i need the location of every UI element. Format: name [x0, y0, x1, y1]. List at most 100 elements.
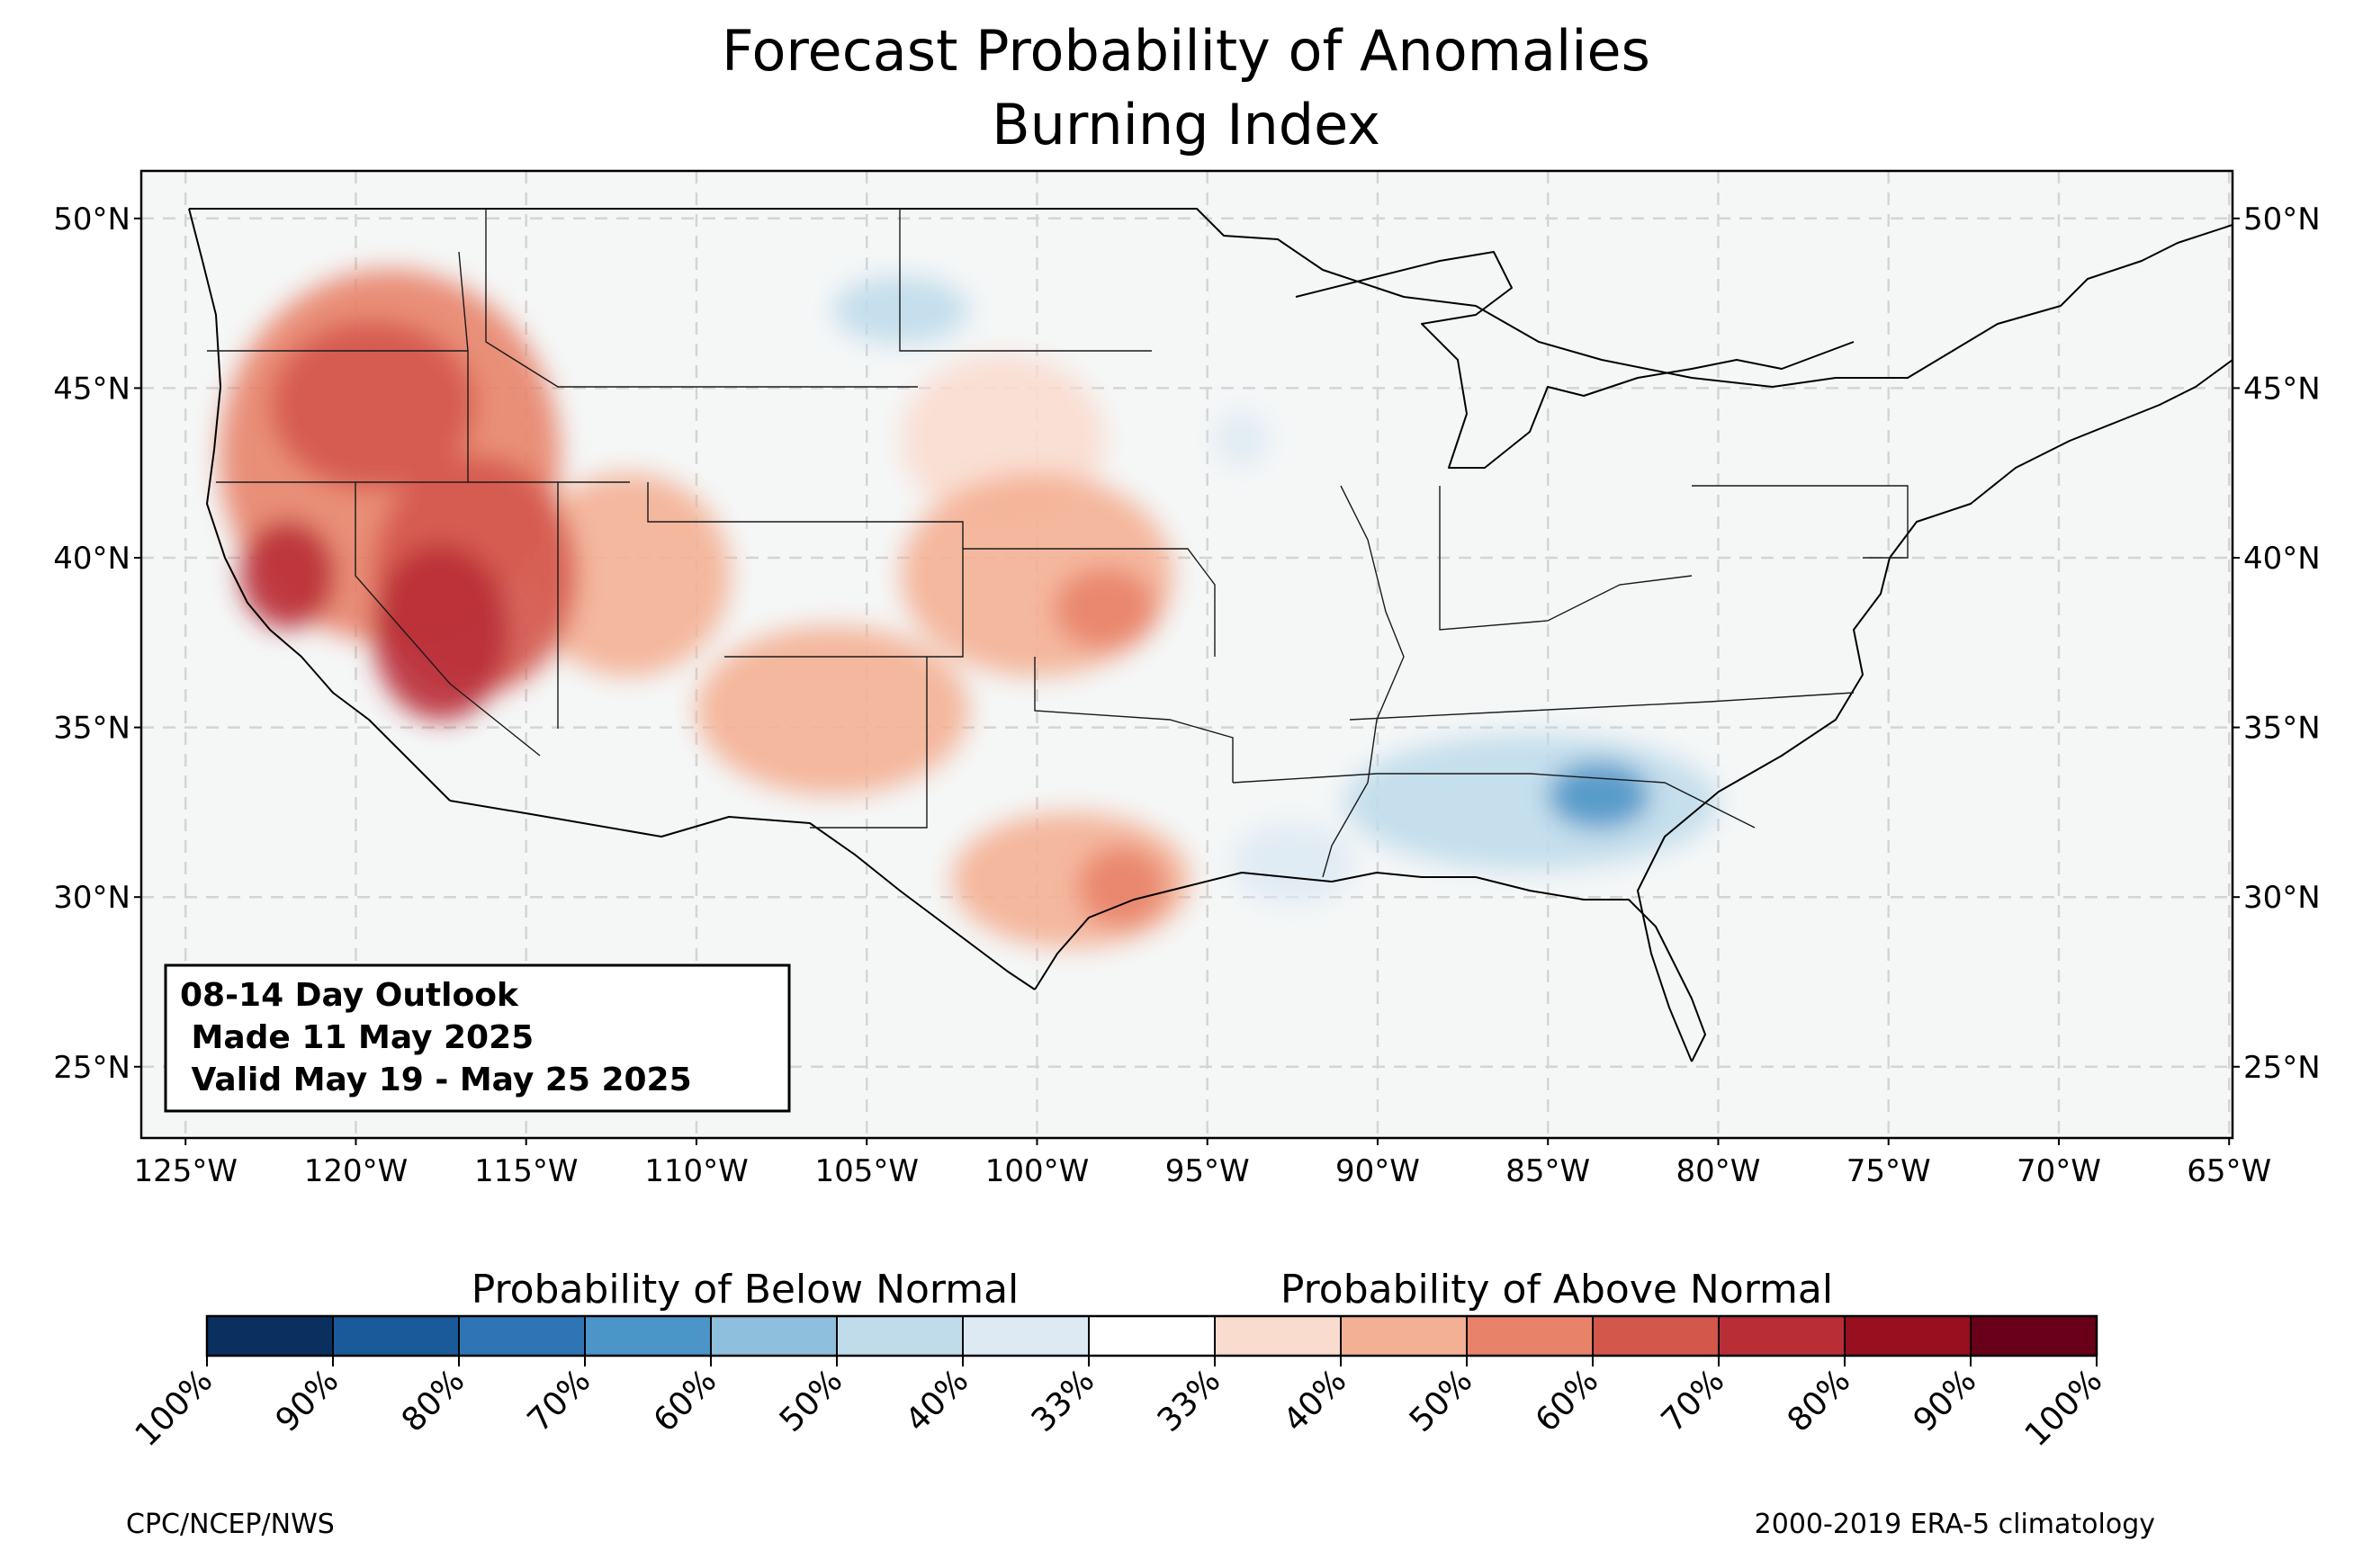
- outlook-box-line2: Made 11 May 2025: [180, 1019, 534, 1056]
- anomaly-region-5: [696, 625, 969, 796]
- lat-label-left-4: 30°N: [53, 880, 130, 916]
- colorbar-tick-label-6: 40%: [899, 1362, 976, 1439]
- colorbar-cell-14: [1971, 1316, 2098, 1356]
- longitude-labels: 125°W 120°W 115°W 110°W 105°W 100°W 95°W 90°W 85…: [133, 1138, 2271, 1189]
- anomaly-region-13: [270, 319, 475, 490]
- state-boundaries: [207, 209, 1909, 878]
- colorbar-tick-label-1: 90%: [269, 1362, 346, 1439]
- colorbar-tick-label-7: 33%: [1025, 1362, 1102, 1439]
- mexico-border-line: [449, 800, 1036, 990]
- lat-label-right-0: 50°N: [2243, 202, 2321, 237]
- lon-label-3: 110°W: [644, 1153, 749, 1189]
- colorbar-tick-label-5: 50%: [773, 1362, 850, 1439]
- coastline-and-borders: [188, 208, 2233, 1062]
- lon-label-12: 65°W: [2187, 1153, 2271, 1189]
- anomaly-region-16: [239, 520, 336, 630]
- state-line-ohio-valley: [1439, 486, 1693, 631]
- lon-label-5: 100°W: [985, 1153, 1090, 1189]
- lat-label-right-5: 25°N: [2243, 1050, 2321, 1086]
- colorbar-tick-label-8: 33%: [1151, 1362, 1228, 1439]
- state-line-tennessee: [1349, 692, 1855, 721]
- colorbar-cell-5: [837, 1316, 964, 1356]
- colorbar: Probability of Below Normal Probability …: [129, 1267, 2110, 1454]
- state-line-texas: [810, 657, 928, 829]
- colorbar-cell-8: [1215, 1316, 1342, 1356]
- anomaly-shading: [220, 269, 1719, 948]
- lat-label-left-2: 40°N: [53, 541, 130, 577]
- colorbar-tick-label-9: 40%: [1277, 1362, 1354, 1439]
- figure-title-line1: Forecast Probability of Anomalies: [722, 18, 1650, 84]
- colorbar-tick-label-13: 80%: [1781, 1362, 1858, 1439]
- lat-label-right-2: 40°N: [2243, 541, 2321, 577]
- lat-label-left-1: 45°N: [53, 371, 130, 407]
- lon-label-11: 70°W: [2017, 1153, 2101, 1189]
- state-line-oklahoma: [1034, 657, 1234, 783]
- state-line-mississippi-river: [1322, 485, 1405, 878]
- lat-label-right-1: 45°N: [2243, 371, 2321, 407]
- colorbar-tick-label-4: 60%: [647, 1362, 724, 1439]
- lat-label-left-3: 35°N: [53, 711, 130, 747]
- anomaly-region-10: [1054, 568, 1156, 650]
- lat-label-right-3: 35°N: [2243, 711, 2321, 747]
- colorbar-cell-13: [1845, 1316, 1972, 1356]
- lon-label-6: 95°W: [1165, 1153, 1250, 1189]
- lon-label-9: 80°W: [1676, 1153, 1761, 1189]
- anomaly-region-15: [373, 543, 509, 721]
- figure-title-line2: Burning Index: [992, 92, 1380, 157]
- colorbar-tick-label-10: 50%: [1403, 1362, 1480, 1439]
- great-lakes-outline: [1295, 251, 1855, 469]
- colorbar-cell-11: [1593, 1316, 1720, 1356]
- colorbar-cell-9: [1341, 1316, 1468, 1356]
- colorbar-tick-label-15: 100%: [2018, 1362, 2110, 1454]
- credit-right: 2000-2019 ERA-5 climatology: [1755, 1509, 2155, 1540]
- outlook-info-box: 08-14 Day Outlook Made 11 May 2025 Valid…: [164, 963, 791, 1113]
- state-line-montana: [485, 209, 918, 388]
- east-coastline: [1637, 359, 2233, 1062]
- colorbar-cell-10: [1467, 1316, 1594, 1356]
- state-line-plains: [899, 209, 1152, 352]
- state-line-kansas: [963, 548, 1216, 657]
- lon-label-8: 85°W: [1505, 1153, 1590, 1189]
- outlook-box-line1: 08-14 Day Outlook: [180, 977, 519, 1014]
- colorbar-tick-label-3: 70%: [521, 1362, 598, 1439]
- northern-border-line: [189, 208, 2233, 388]
- colorbar-tick-label-0: 100%: [129, 1362, 220, 1454]
- outlook-box-frame: [164, 963, 791, 1113]
- anomaly-region-2: [1214, 411, 1269, 467]
- colorbar-cell-0: [207, 1316, 334, 1356]
- lon-label-2: 115°W: [474, 1153, 579, 1189]
- lat-label-left-5: 25°N: [53, 1050, 130, 1086]
- lon-label-0: 125°W: [133, 1153, 238, 1189]
- lon-label-10: 75°W: [1846, 1153, 1931, 1189]
- outlook-box-line3: Valid May 19 - May 25 2025: [180, 1062, 692, 1098]
- state-line-id-west: [458, 251, 469, 482]
- colorbar-cells: [207, 1316, 2098, 1356]
- colorbar-cell-4: [711, 1316, 838, 1356]
- anomaly-region-1: [1231, 822, 1354, 904]
- state-line-northeast: [1692, 485, 1909, 559]
- anomaly-region-14: [1548, 761, 1650, 829]
- colorbar-cell-1: [333, 1316, 460, 1356]
- colorbar-cell-2: [459, 1316, 586, 1356]
- credit-left: CPC/NCEP/NWS: [126, 1509, 335, 1540]
- colorbar-tick-label-12: 70%: [1655, 1362, 1732, 1439]
- colorbar-cell-7: [1089, 1316, 1216, 1356]
- lat-label-left-0: 50°N: [53, 202, 130, 237]
- lon-label-7: 90°W: [1335, 1153, 1420, 1189]
- latitude-labels-right: 50°N 45°N 40°N 35°N 30°N 25°N: [2233, 202, 2321, 1086]
- colorbar-tick-label-11: 60%: [1529, 1362, 1606, 1439]
- colorbar-tick-label-14: 90%: [1907, 1362, 1984, 1439]
- lat-label-right-4: 30°N: [2243, 880, 2321, 916]
- gulf-coastline: [1034, 872, 1706, 1062]
- map-frame: [139, 169, 2234, 1140]
- lon-label-4: 105°W: [814, 1153, 919, 1189]
- colorbar-tick-label-2: 80%: [395, 1362, 472, 1439]
- colorbar-cell-12: [1719, 1316, 1846, 1356]
- state-line-nv-ca: [355, 482, 541, 757]
- colorbar-below-label: Probability of Below Normal: [472, 1267, 1020, 1313]
- anomaly-region-7: [1343, 734, 1719, 871]
- colorbar-cell-3: [585, 1316, 712, 1356]
- colorbar-cell-6: [963, 1316, 1090, 1356]
- state-line-colorado: [647, 482, 964, 658]
